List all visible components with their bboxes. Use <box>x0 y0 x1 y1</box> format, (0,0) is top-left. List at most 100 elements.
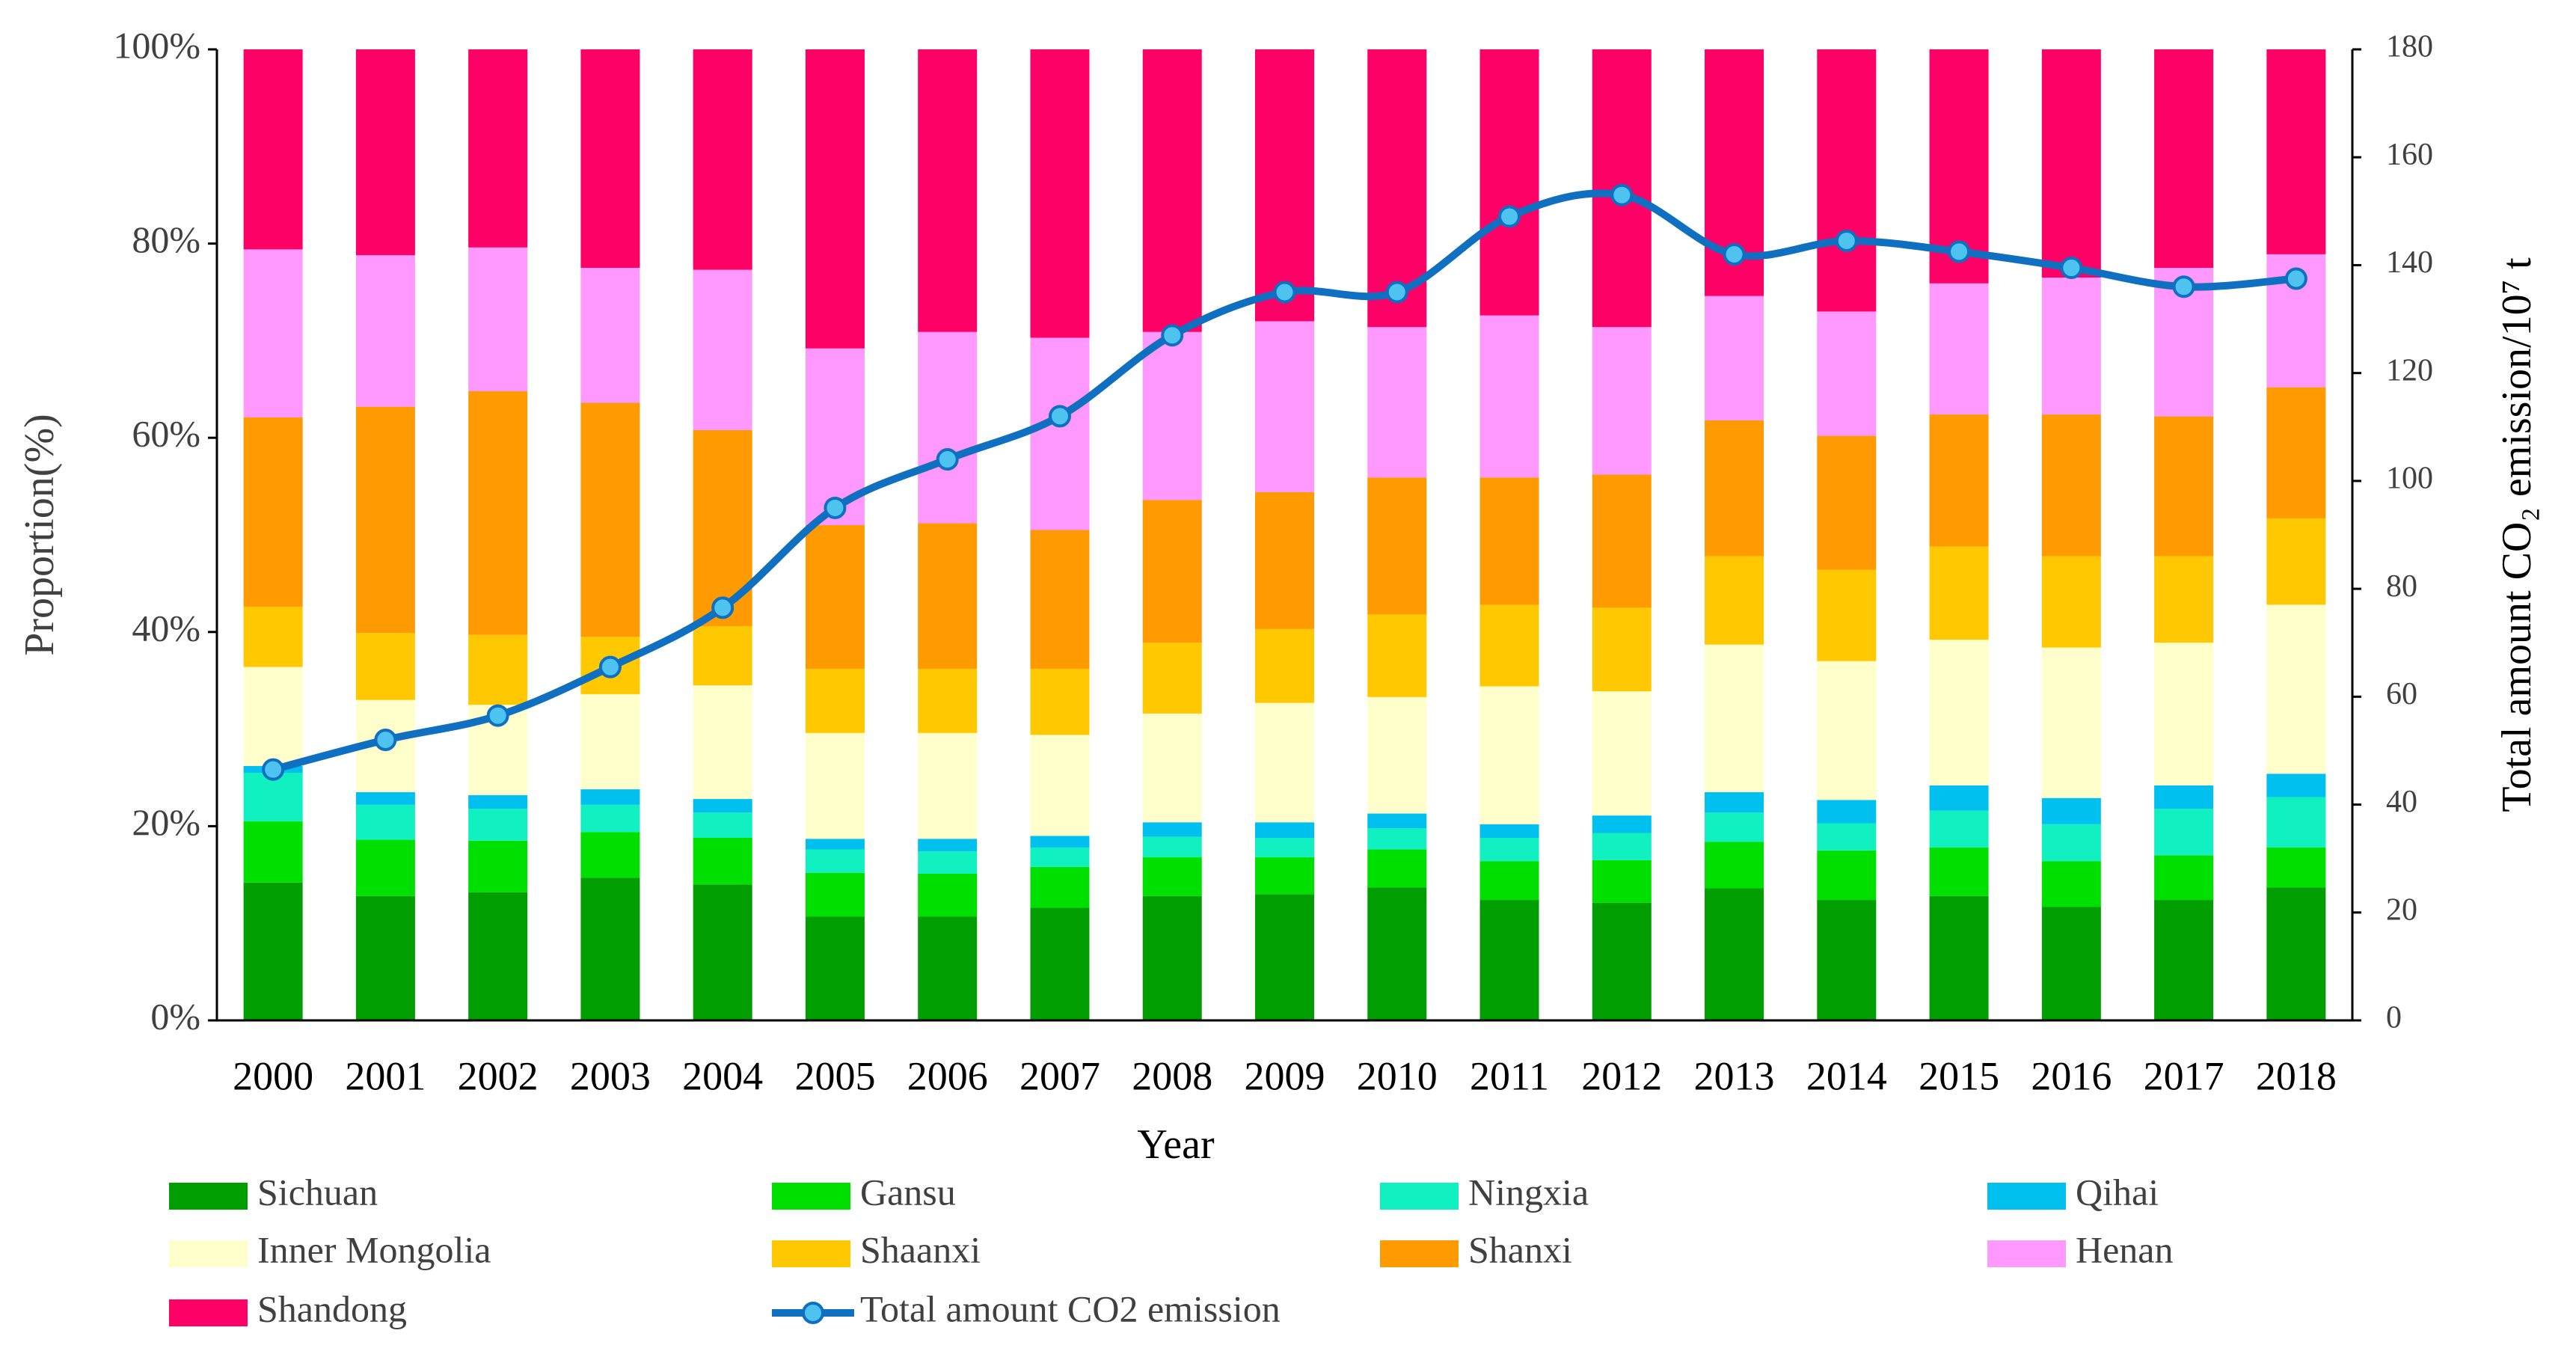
bar-segment <box>1479 604 1539 687</box>
bar-segment <box>355 895 415 1020</box>
bar-segment <box>243 773 303 821</box>
bar-segment <box>918 523 978 670</box>
line-marker <box>1161 324 1184 347</box>
legend-swatch <box>1987 1240 2066 1267</box>
bar-segment <box>355 804 415 840</box>
bar-segment <box>2041 278 2101 415</box>
line-marker <box>1273 281 1296 304</box>
bar-segment <box>1592 860 1652 903</box>
bar-segment <box>2041 556 2101 648</box>
bar-segment <box>693 685 752 800</box>
bar-segment <box>1592 815 1652 833</box>
x-tick-label: 2007 <box>1019 1053 1100 1098</box>
bar-segment <box>1929 810 1989 848</box>
x-tick-label: 2011 <box>1470 1053 1549 1098</box>
bar-segment <box>1367 327 1427 478</box>
bar-segment <box>1705 791 1764 813</box>
legend-label: Qihai <box>2076 1171 2159 1213</box>
bar-segment <box>1705 420 1764 557</box>
x-tick-label: 2008 <box>1132 1053 1212 1098</box>
bar-segment <box>1142 857 1202 896</box>
bar-segment <box>2266 774 2326 797</box>
bar-segment <box>2266 797 2326 848</box>
y-tick-label: 80% <box>132 218 200 260</box>
bar-segment <box>1817 661 1877 800</box>
bar-segment <box>1705 644 1764 792</box>
legend-label: Shandong <box>257 1287 407 1329</box>
bar-segment <box>1255 628 1314 703</box>
bar-segment <box>1367 614 1427 697</box>
bar-segment <box>1030 49 1090 338</box>
bar-segment <box>918 331 978 524</box>
legend-label: Gansu <box>860 1171 956 1213</box>
legend-swatch <box>772 1240 850 1267</box>
bar-segment <box>1929 414 1989 547</box>
legend-label: Shaanxi <box>860 1228 981 1270</box>
bar-segment <box>1142 49 1202 332</box>
bar-segment <box>1705 812 1764 842</box>
y2-tick-label: 20 <box>2386 892 2417 927</box>
x-tick-label: 2001 <box>345 1053 426 1098</box>
bar-segment <box>2154 785 2214 809</box>
bar-segment <box>693 884 752 1020</box>
x-tick-label: 2009 <box>1245 1053 1325 1098</box>
y-tick-label: 0% <box>150 995 200 1037</box>
bar-segment <box>2041 797 2101 824</box>
line-marker <box>2060 257 2083 280</box>
bar-segment <box>693 799 752 813</box>
bar-segment <box>1255 822 1314 838</box>
y2-tick-label: 140 <box>2386 245 2433 280</box>
bar-segment <box>805 49 865 349</box>
bar-segment <box>1367 827 1427 850</box>
bar-segment <box>580 804 640 833</box>
bar-segment <box>1705 842 1764 889</box>
bar-segment <box>1479 824 1539 838</box>
legend-swatch <box>169 1299 248 1326</box>
bar-segment <box>1367 477 1427 615</box>
bar-segment <box>1255 321 1314 492</box>
line-marker <box>1048 405 1071 428</box>
x-tick-label: 2003 <box>570 1053 651 1098</box>
bar-segment <box>580 878 640 1020</box>
y2-axis-title: Total amount CO₂ emission/10⁷ t <box>2494 257 2540 812</box>
y2-tick-label: 80 <box>2386 569 2417 604</box>
bar-segment <box>2266 49 2326 254</box>
bar-segment <box>1817 900 1877 1020</box>
bar-segment <box>1367 887 1427 1020</box>
bar-segment <box>243 249 303 417</box>
bar-segment <box>1030 836 1090 848</box>
bar-segment <box>805 839 865 850</box>
bar-segment <box>918 874 978 917</box>
bar-segment <box>468 390 528 635</box>
bar-segment <box>1592 327 1652 475</box>
legend-label: Sichuan <box>257 1171 378 1213</box>
legend-label: Ningxia <box>1468 1171 1589 1213</box>
y2-tick-label: 180 <box>2386 30 2433 64</box>
x-tick-label: 2014 <box>1806 1053 1887 1098</box>
bar-segment <box>1929 785 1989 811</box>
bar-segment <box>2041 907 2101 1020</box>
bar-segment <box>355 633 415 700</box>
bar-segment <box>1479 861 1539 901</box>
bar-segment <box>1255 857 1314 895</box>
bar-segment <box>1705 556 1764 645</box>
bar-segment <box>1367 813 1427 828</box>
x-tick-label: 2002 <box>458 1053 539 1098</box>
bar-segment <box>693 837 752 885</box>
bar-segment <box>918 669 978 733</box>
bar-segment <box>1705 295 1764 420</box>
legend-swatch <box>169 1183 248 1210</box>
bar-segment <box>355 49 415 256</box>
bar-segment <box>1817 435 1877 570</box>
y-axis-title: Proportion(%) <box>16 414 63 656</box>
bar-segment <box>918 839 978 852</box>
line-marker <box>486 704 509 727</box>
bar-segment <box>355 255 415 407</box>
bar-segment <box>2154 556 2214 643</box>
bar-segment <box>1142 331 1202 500</box>
bar-segment <box>1479 686 1539 824</box>
bar-segment <box>355 839 415 896</box>
bar-segment <box>2266 518 2326 605</box>
bar-segment <box>1255 702 1314 823</box>
